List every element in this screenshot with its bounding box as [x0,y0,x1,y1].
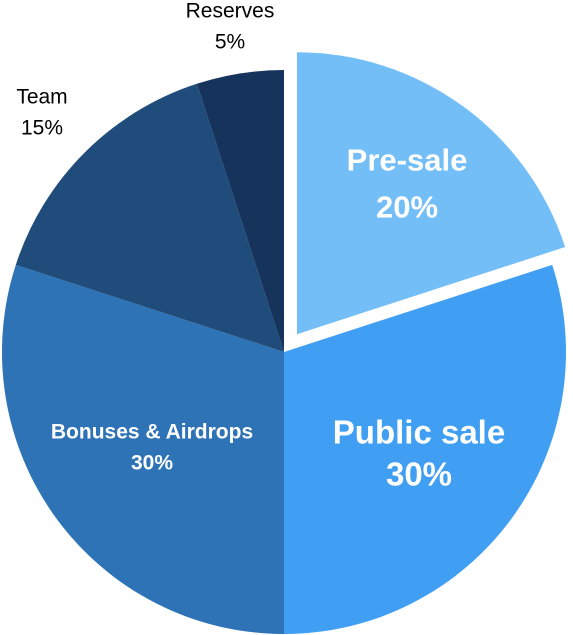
slice-label: Bonuses & Airdrops [51,421,253,444]
slice-value-label: 20% [376,190,438,225]
slice-label: Pre-sale [347,143,468,178]
slice-value-label: 5% [215,31,245,54]
slice-label: Public sale [333,414,505,451]
slice-value-label: 15% [21,117,63,140]
slice-label: Team [16,86,67,109]
slice-label: Reserves [186,0,275,23]
pie-slices [2,52,566,634]
slice-value-label: 30% [386,456,452,493]
slice-value-label: 30% [131,452,173,475]
